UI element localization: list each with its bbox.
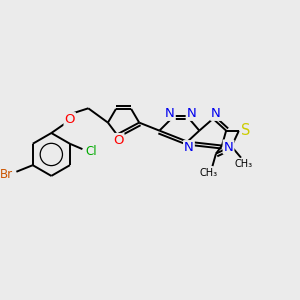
- Text: O: O: [64, 113, 75, 126]
- Text: CH₃: CH₃: [200, 168, 218, 178]
- Text: S: S: [241, 122, 250, 137]
- Text: N: N: [165, 107, 175, 120]
- Text: O: O: [113, 134, 124, 147]
- Text: Cl: Cl: [85, 145, 97, 158]
- Text: N: N: [224, 140, 233, 154]
- Text: Br: Br: [0, 168, 14, 181]
- Text: CH₃: CH₃: [234, 159, 253, 169]
- Text: N: N: [184, 141, 194, 154]
- Text: N: N: [187, 107, 196, 120]
- Text: N: N: [211, 107, 221, 120]
